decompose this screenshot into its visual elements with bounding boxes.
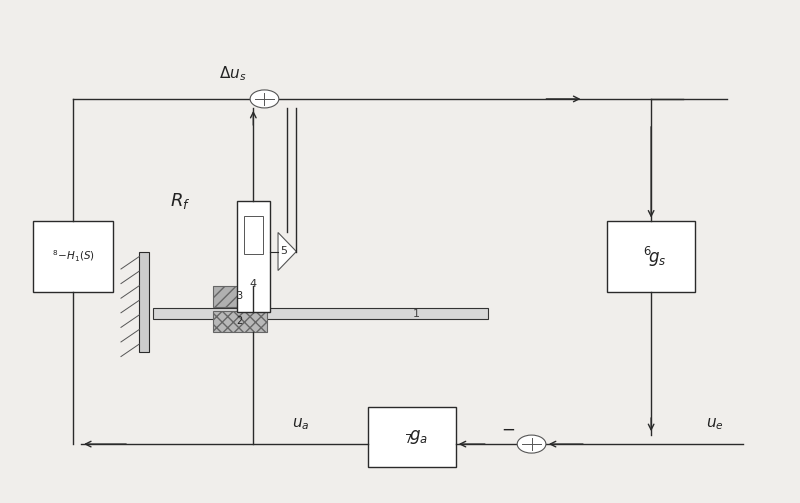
Bar [213,286,267,306]
Text: $_7\!g_a$: $_7\!g_a$ [404,428,428,446]
Bar [244,216,262,255]
Text: 5: 5 [280,246,286,257]
Bar [139,252,149,352]
Polygon shape [278,232,296,271]
Text: $-$: $-$ [501,420,514,438]
Bar [213,310,267,331]
Text: $R_f$: $R_f$ [170,192,191,211]
Text: $^8\!-\!H_1(S)$: $^8\!-\!H_1(S)$ [52,249,94,264]
Bar [368,406,456,467]
Text: $u_e$: $u_e$ [706,416,724,432]
Text: 3: 3 [237,291,243,301]
Text: 4: 4 [250,279,257,289]
Circle shape [250,90,279,108]
Bar [34,221,113,292]
Bar [237,202,270,311]
Bar [153,308,488,319]
Circle shape [517,435,546,453]
Text: $u_a$: $u_a$ [292,416,309,432]
Text: 1: 1 [413,308,419,318]
Text: 2: 2 [237,316,243,326]
Text: $\Delta u_s$: $\Delta u_s$ [219,64,246,83]
Bar [607,221,695,292]
Text: $^6\!g_s$: $^6\!g_s$ [643,244,667,269]
